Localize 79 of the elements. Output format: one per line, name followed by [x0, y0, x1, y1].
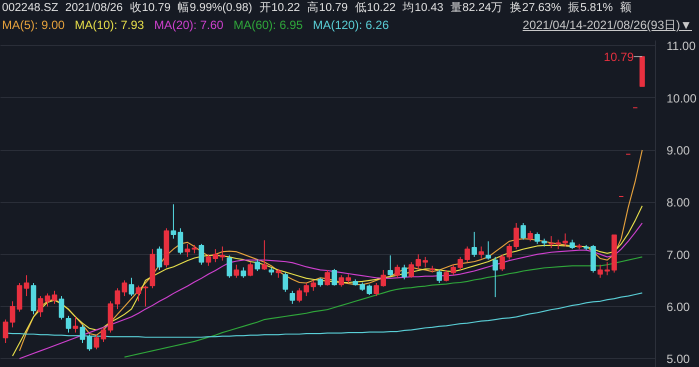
y-tick-label: 9.00: [666, 144, 690, 158]
candlestick: [24, 274, 30, 297]
candlestick: [402, 264, 407, 280]
candlestick: [122, 280, 128, 297]
candlestick: [492, 256, 498, 298]
candlestick: [290, 290, 296, 304]
candlestick: [380, 269, 386, 288]
text: 幅9.99%(0.98): [178, 2, 252, 14]
text: 低10.22: [354, 2, 396, 14]
candlestick: [206, 254, 212, 266]
candlestick: [478, 246, 484, 259]
text: 2021/04/14-2021/08/26(93日)▼: [522, 17, 692, 34]
y-tick-label: 10.00: [666, 91, 697, 106]
candlestick: [100, 326, 106, 342]
candlestick: [38, 296, 44, 318]
text: MA(60): 6.95: [233, 18, 303, 32]
candlestick: [128, 277, 134, 297]
candlestick: [486, 240, 491, 260]
y-tick-label: 11.00: [666, 39, 696, 54]
candlestick: [170, 204, 176, 240]
candlestick: [220, 246, 226, 262]
candlestick: [282, 272, 288, 292]
candlestick: [10, 300, 16, 328]
text: 换27.63%: [510, 2, 562, 14]
y-tick-label: 5.00: [666, 352, 690, 366]
candlestick: [212, 248, 218, 263]
candlestick: [58, 296, 64, 320]
candlestick: [520, 222, 526, 240]
line-series: [18, 149, 643, 352]
candlestick: [178, 228, 184, 255]
text: 均10.43: [402, 2, 444, 14]
candlestick: [472, 231, 477, 258]
text: 量82.24万: [450, 2, 504, 14]
candlestick: [52, 290, 58, 304]
candlestick: [94, 334, 100, 350]
candlestick: [114, 288, 120, 310]
text: 开10.22: [259, 2, 300, 14]
candlestick: [570, 239, 575, 250]
candlestick: [514, 222, 519, 250]
text: MA(5): 9.00: [2, 18, 65, 32]
text: MA(10): 7.93: [74, 18, 144, 32]
text: MA(120): 6.26: [312, 18, 389, 32]
candlestick: [156, 246, 162, 270]
candlestick: [184, 243, 190, 258]
candlestick: [44, 292, 50, 307]
chart-title: 002248.SZ: [2, 2, 58, 14]
y-tick-label: 7.00: [666, 248, 690, 262]
candlestick: [248, 262, 254, 277]
candlestick: [254, 259, 260, 272]
text: 收10.79: [130, 2, 171, 14]
candlestick: [16, 282, 22, 312]
candlestick: [198, 243, 204, 266]
candlestick: [374, 282, 380, 297]
candlestick: [464, 246, 470, 263]
candlestick: [66, 315, 72, 334]
candlestick: [262, 240, 268, 270]
candlestick: [234, 264, 240, 278]
text: 额: [620, 2, 632, 14]
candlestick: [436, 269, 442, 284]
text: 振5.81%: [568, 2, 613, 14]
candlestick: [444, 269, 449, 282]
candlestick: [528, 230, 533, 242]
annotation: 10.79: [604, 50, 634, 64]
y-tick-label: 6.00: [666, 300, 690, 314]
y-tick-label: 8.00: [666, 196, 690, 210]
candlestick: [136, 285, 142, 302]
candlestick: [226, 254, 232, 278]
candlestick: [388, 254, 394, 277]
candlestick: [2, 319, 8, 344]
candlestick: [240, 266, 246, 278]
candlestick: [72, 316, 78, 334]
chart-subtitle: 2021/08/26: [65, 2, 123, 14]
text: 高10.79: [307, 2, 348, 14]
text: MA(20): 7.60: [154, 18, 224, 32]
line-series: [124, 256, 643, 358]
candlestick: [142, 285, 148, 307]
candlestick: [332, 268, 338, 286]
candlestick: [394, 264, 400, 278]
candlestick: [324, 269, 330, 286]
